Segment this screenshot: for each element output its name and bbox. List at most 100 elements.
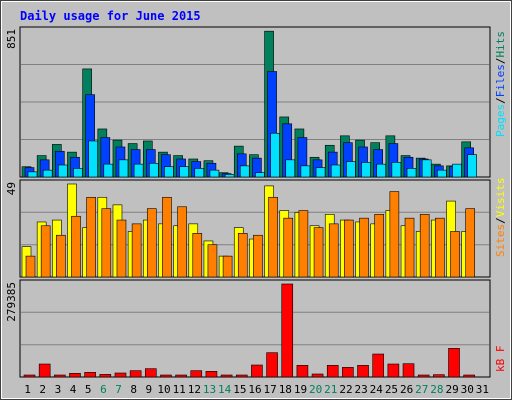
bar-sites-day-25 — [389, 191, 400, 278]
bar-sites-day-30 — [465, 208, 475, 278]
bar-pages-day-21 — [330, 164, 341, 178]
x-tick-label: 19 — [294, 383, 307, 396]
bar-kb-f-day-17 — [266, 352, 278, 378]
bar-pages-day-8 — [133, 163, 144, 178]
bar-pages-day-15 — [239, 165, 250, 178]
x-tick-label: 25 — [385, 383, 398, 396]
bar-kb-f-day-3 — [54, 374, 66, 378]
legend: Pages/Files/Hits — [494, 31, 507, 137]
x-axis-labels: 1 2 3 4 5 6 7 8 9 10 11 12 13 14 15 16 17 18 19 20 21 22 23 24 2… — [24, 383, 489, 396]
x-tick-label: 20 — [309, 383, 322, 396]
bar-pages-day-28 — [437, 169, 447, 178]
x-tick-label: 27 — [415, 383, 428, 396]
bar-kb-f-day-11 — [175, 374, 187, 378]
max-value-label: 49 — [5, 182, 18, 195]
bar-pages-day-7 — [118, 159, 129, 178]
bar-sites-day-8 — [131, 223, 142, 278]
bar-pages-day-17 — [270, 132, 280, 178]
chart-title: Daily usage for June 2015 — [20, 9, 201, 23]
bar-pages-day-23 — [361, 162, 371, 178]
x-tick-label: 9 — [146, 383, 153, 396]
bar-pages-day-14 — [224, 174, 235, 178]
x-tick-label: 16 — [248, 383, 261, 396]
bar-sites-day-10 — [162, 196, 172, 278]
bar-sites-day-27 — [419, 214, 430, 278]
bar-kb-f-day-20 — [311, 373, 324, 378]
bar-kb-f-day-7 — [114, 372, 127, 378]
bar-kb-f-day-28 — [433, 374, 445, 378]
x-tick-label: 12 — [188, 383, 201, 396]
bar-kb-f-day-25 — [387, 363, 400, 378]
max-value-label: 851 — [5, 29, 18, 49]
bar-kb-f-day-26 — [402, 363, 415, 378]
bar-kb-f-day-22 — [342, 367, 354, 378]
max-labels: 851 49 279385 — [5, 29, 18, 322]
bar-pages-day-3 — [58, 164, 68, 178]
x-tick-label: 31 — [476, 383, 489, 396]
bar-pages-day-24 — [376, 163, 387, 178]
legend-entry: Visits — [494, 178, 507, 218]
bar-kb-f-day-10 — [160, 374, 172, 378]
bar-kb-f-day-27 — [417, 374, 430, 378]
bar-sites-day-19 — [298, 210, 309, 278]
bar-pages-day-10 — [164, 166, 174, 178]
bar-kb-f-day-5 — [84, 372, 96, 378]
bar-kb-f-day-13 — [205, 371, 218, 378]
bar-kb-f-day-6 — [99, 374, 112, 378]
bar-kb-f-day-2 — [38, 363, 51, 378]
x-tick-label: 4 — [70, 383, 77, 396]
bar-kb-f-day-15 — [235, 374, 248, 378]
x-tick-label: 5 — [85, 383, 92, 396]
bar-kb-f-day-23 — [357, 365, 369, 378]
bar-sites-day-24 — [374, 214, 385, 278]
panel-hits-files-pages — [19, 26, 491, 178]
panel-kbytes — [19, 279, 491, 378]
bar-pages-day-29 — [452, 163, 462, 178]
bar-kb-f-day-14 — [220, 374, 233, 378]
bar-kb-f-day-24 — [372, 353, 385, 378]
bar-kb-f-day-19 — [296, 365, 309, 378]
bar-pages-day-4 — [73, 168, 83, 178]
x-tick-label: 1 — [24, 383, 31, 396]
x-tick-label: 26 — [400, 383, 413, 396]
bar-sites-day-15 — [237, 233, 248, 278]
bar-pages-day-11 — [179, 166, 189, 178]
bar-sites-day-7 — [116, 219, 127, 278]
bar-pages-day-12 — [194, 168, 205, 178]
bar-sites-day-14 — [222, 255, 233, 278]
bar-sites-day-6 — [101, 208, 112, 278]
bar-sites-day-9 — [146, 208, 157, 278]
bar-pages-day-27 — [421, 159, 432, 178]
x-tick-label: 13 — [203, 383, 216, 396]
x-tick-label: 6 — [100, 383, 107, 396]
x-tick-label: 17 — [264, 383, 277, 396]
x-tick-label: 14 — [218, 383, 232, 396]
x-tick-label: 24 — [370, 383, 384, 396]
bar-pages-day-9 — [148, 162, 159, 178]
bar-pages-day-20 — [315, 167, 326, 178]
x-tick-label: 18 — [279, 383, 292, 396]
bar-kb-f-day-21 — [326, 365, 339, 378]
legend: Sites/Visits — [494, 178, 507, 258]
bar-kb-f-day-8 — [129, 370, 142, 378]
x-tick-label: 15 — [233, 383, 246, 396]
bar-sites-day-18 — [283, 217, 294, 278]
legends: Pages/Files/Hits Sites/Visits kB F — [494, 31, 507, 372]
x-tick-label: 29 — [445, 383, 458, 396]
bar-sites-day-20 — [313, 227, 324, 278]
bar-sites-day-16 — [253, 234, 263, 278]
bar-pages-day-25 — [391, 162, 402, 178]
legend-entry: Sites — [494, 224, 507, 257]
x-tick-label: 7 — [115, 383, 122, 396]
bar-sites-day-4 — [71, 215, 81, 278]
legend-entry: Files — [494, 64, 507, 97]
x-tick-label: 10 — [157, 383, 170, 396]
bar-kb-f-day-9 — [144, 368, 157, 378]
bar-pages-day-18 — [285, 159, 296, 178]
bar-pages-day-13 — [209, 169, 220, 178]
bar-sites-day-28 — [435, 217, 445, 278]
bar-pages-day-6 — [103, 163, 114, 178]
max-value-label: 279385 — [5, 282, 18, 322]
